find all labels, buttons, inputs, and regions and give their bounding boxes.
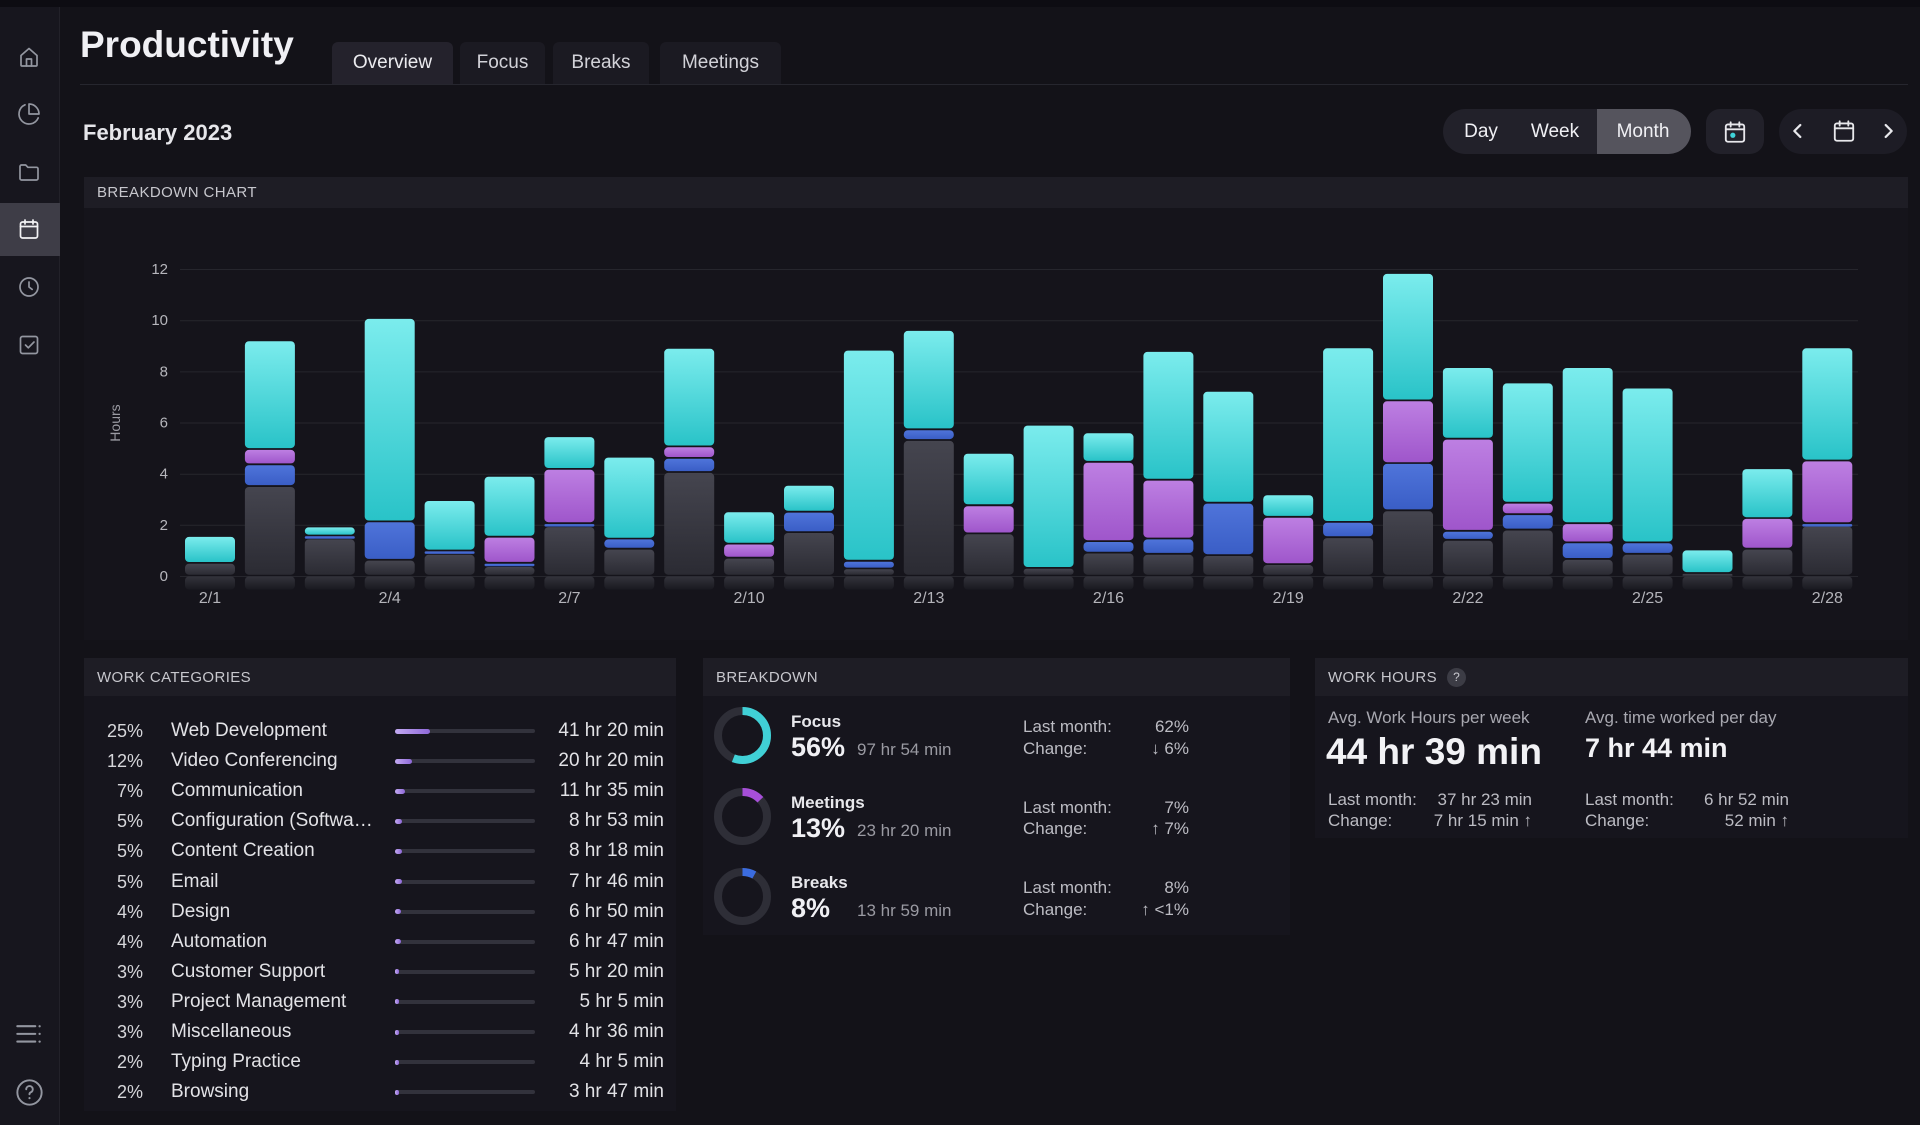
svg-text:2/16: 2/16	[1093, 590, 1124, 607]
svg-text:2/22: 2/22	[1452, 590, 1483, 607]
svg-text:2/19: 2/19	[1273, 590, 1304, 607]
svg-text:8: 8	[160, 363, 168, 380]
svg-text:2: 2	[160, 517, 168, 534]
svg-text:2/4: 2/4	[379, 590, 401, 607]
svg-text:2/28: 2/28	[1812, 590, 1843, 607]
svg-text:2/25: 2/25	[1632, 590, 1663, 607]
svg-text:Hours: Hours	[107, 404, 123, 441]
svg-text:2/13: 2/13	[913, 590, 944, 607]
svg-text:4: 4	[160, 466, 168, 483]
svg-text:2/1: 2/1	[199, 590, 221, 607]
svg-text:2/7: 2/7	[558, 590, 580, 607]
svg-text:10: 10	[151, 312, 168, 329]
svg-text:12: 12	[151, 261, 168, 278]
svg-text:0: 0	[160, 568, 168, 585]
svg-text:6: 6	[160, 415, 168, 432]
svg-text:2/10: 2/10	[734, 590, 765, 607]
